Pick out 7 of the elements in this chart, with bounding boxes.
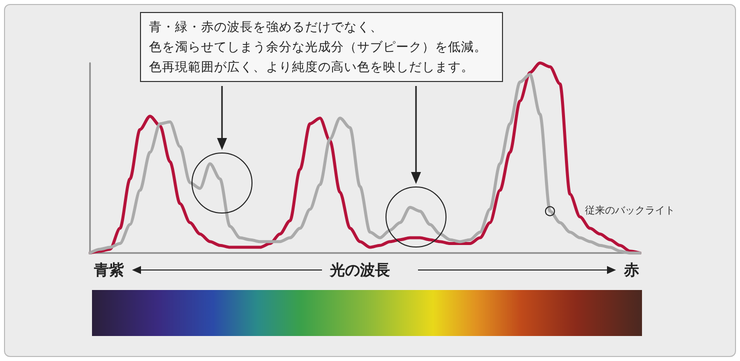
text: 色を濁らせてしまう余分な光成分（サブピーク）を低減。: [149, 38, 488, 56]
annotation: 色再現範囲が広く、より純度の高い色を映しだします。: [149, 58, 475, 76]
text: 従来のバックライト: [585, 204, 675, 217]
text: 青・緑・赤の波長を強めるだけでなく、: [149, 18, 384, 36]
text: 赤: [624, 261, 639, 280]
text: 光の波長: [330, 261, 390, 280]
text: 青紫: [94, 261, 124, 280]
